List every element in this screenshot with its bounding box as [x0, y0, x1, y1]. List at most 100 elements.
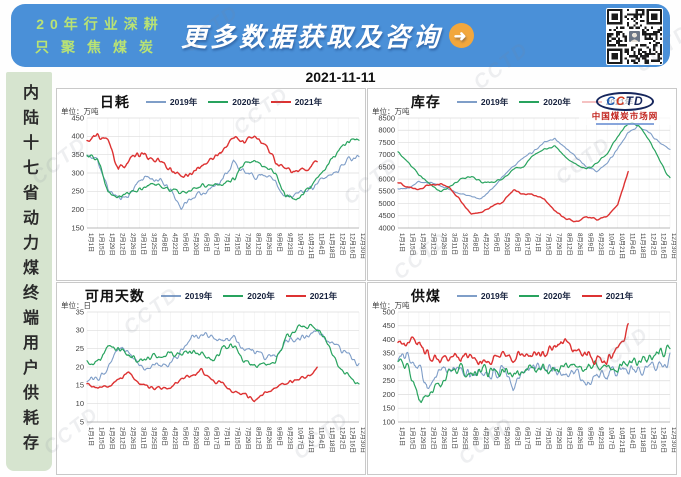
- x-tick-label: 5月20日: [192, 427, 199, 450]
- y-tick-label: 350: [71, 150, 84, 159]
- qr-module: [659, 50, 662, 53]
- x-tick-label: 12月16日: [660, 427, 667, 453]
- y-tick-label: 6500: [378, 162, 395, 171]
- x-tick-label: 7月29日: [244, 427, 251, 450]
- legend-item: 2019年: [160, 290, 213, 302]
- x-tick-label: 7月15日: [234, 233, 241, 256]
- qr-module: [622, 44, 625, 47]
- qr-module: [644, 44, 647, 47]
- x-tick-label: 4月8日: [160, 427, 167, 446]
- x-tick-label: 11月18日: [639, 233, 646, 259]
- y-tick-label: 10: [76, 399, 84, 408]
- qr-module: [633, 15, 636, 18]
- x-tick-label: 3月11日: [451, 427, 458, 449]
- y-tick-label: 5500: [378, 187, 395, 196]
- y-tick-label: 300: [382, 362, 395, 371]
- qr-module: [626, 13, 629, 16]
- x-tick-label: 4月8日: [471, 427, 478, 446]
- chart-panel: 可用天数 2019年 2020年 2021年 单位：日 5 10 15 20 25 30 35 1…: [56, 282, 366, 475]
- cctd-logo-url-line: [596, 122, 654, 125]
- x-tick-label: 9月9日: [587, 427, 594, 446]
- header-slogan: 20年行业深耕 只聚焦煤炭: [35, 13, 165, 58]
- x-tick-label: 8月12日: [566, 233, 573, 256]
- sidebar: 内陆十七省动力煤终端用户供耗存: [6, 72, 52, 471]
- x-tick-label: 7月29日: [244, 233, 251, 256]
- x-tick-label: 12月30日: [359, 427, 365, 453]
- y-tick-label: 4500: [378, 211, 395, 220]
- qr-module: [640, 48, 643, 51]
- qr-module: [640, 9, 643, 12]
- qr-module: [618, 42, 621, 45]
- x-tick-label: 10月7日: [296, 233, 303, 256]
- qr-module: [633, 50, 636, 53]
- qr-module: [607, 35, 610, 38]
- qr-module: [613, 28, 616, 31]
- legend-label: 2019年: [184, 291, 213, 301]
- y-tick-label: 30: [76, 326, 84, 335]
- x-tick-label: 11月18日: [328, 233, 335, 259]
- qr-module: [620, 31, 623, 34]
- x-tick-label: 12月16日: [660, 233, 667, 259]
- qr-module: [635, 57, 638, 60]
- legend-swatch: [270, 101, 291, 103]
- qr-module: [624, 57, 627, 60]
- legend-label: 2020年: [247, 291, 275, 301]
- x-tick-label: 11月4日: [628, 233, 635, 255]
- qr-module: [648, 48, 651, 51]
- qr-module: [659, 48, 662, 51]
- qr-module: [648, 33, 651, 36]
- qr-module: [613, 37, 616, 40]
- chart-svg: 4000 4500 5000 5500 6000 6500 7000 7500 8000 8500…: [378, 113, 676, 259]
- x-tick-label: 5月20日: [503, 233, 510, 256]
- qr-module: [635, 22, 638, 25]
- cctd-logo-text: CCTD: [596, 92, 654, 112]
- qr-module: [644, 61, 647, 64]
- y-tick-label: 35: [76, 307, 84, 316]
- legend-swatch: [456, 295, 477, 297]
- x-tick-label: 11月18日: [328, 427, 335, 453]
- charts-grid: 日耗 2019年 2020年 2021年 单位：万吨 150 200 250 300 350…: [56, 88, 679, 476]
- chart-panel: 供煤 2019年 2020年 2021年 单位：万吨 100 150 200 250 300…: [367, 282, 677, 475]
- x-tick-label: 10月7日: [607, 233, 614, 256]
- legend-swatch: [581, 295, 602, 297]
- qr-module: [655, 35, 658, 38]
- y-tick-label: 200: [382, 390, 395, 399]
- x-tick-label: 1月15日: [409, 427, 416, 450]
- x-tick-label: 3月25日: [461, 427, 468, 450]
- chart-head: 可用天数 2019年 2020年 2021年: [57, 286, 365, 306]
- main-title: 更多数据获取及咨询 ➜: [181, 17, 475, 54]
- series-line-2019年: [397, 125, 671, 200]
- x-tick-label: 2月26日: [129, 233, 136, 256]
- y-tick-label: 5: [80, 417, 84, 426]
- y-tick-label: 8500: [378, 113, 395, 122]
- qr-module: [646, 37, 649, 40]
- x-tick-label: 9月23日: [286, 427, 293, 450]
- qr-module: [655, 37, 658, 40]
- qr-module: [629, 55, 632, 58]
- qr-module: [646, 59, 649, 62]
- qr-module: [631, 59, 634, 62]
- chart-legend: 2019年 2020年 2021年: [160, 290, 337, 302]
- logo-letter: T: [625, 94, 634, 108]
- qr-module: [640, 15, 643, 18]
- qr-module: [648, 50, 651, 53]
- x-tick-label: 9月23日: [597, 427, 604, 450]
- x-tick-label: 7月15日: [234, 427, 241, 450]
- qr-code: [606, 8, 663, 65]
- y-tick-label: 300: [71, 168, 84, 177]
- cctd-logo-site: 中国煤炭市场网: [591, 111, 659, 122]
- qr-module: [631, 26, 634, 29]
- qr-module: [642, 31, 645, 34]
- x-tick-label: 2月12日: [430, 427, 437, 450]
- legend-swatch: [160, 295, 181, 297]
- x-tick-label: 1月1日: [87, 427, 94, 446]
- x-tick-label: 10月21日: [307, 233, 314, 259]
- qr-module: [655, 42, 658, 45]
- x-tick-label: 7月1日: [534, 233, 541, 252]
- qr-module: [644, 37, 647, 40]
- qr-module: [637, 59, 640, 62]
- x-tick-label: 5月6日: [181, 233, 188, 252]
- qr-module: [624, 15, 627, 18]
- qr-module: [644, 57, 647, 60]
